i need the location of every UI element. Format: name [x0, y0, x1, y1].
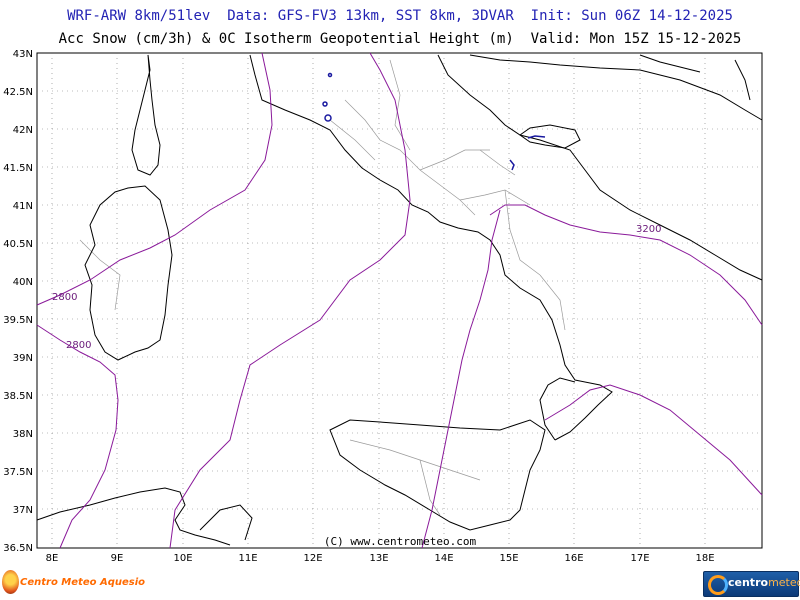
lat-label: 41.5N: [3, 163, 33, 174]
copyright: (C) www.centrometeo.com: [324, 535, 477, 548]
lat-label: 38.5N: [3, 391, 33, 402]
lat-label: 40N: [13, 277, 33, 288]
lon-label: 17E: [630, 553, 649, 564]
lon-label: 8E: [46, 553, 59, 564]
lat-label: 40.5N: [3, 239, 33, 250]
lon-labels: 8E 9E 10E 11E 12E 13E 14E 15E 16E 17E 18…: [46, 553, 715, 564]
lon-label: 13E: [369, 553, 388, 564]
lat-label: 36.5N: [3, 543, 33, 554]
lat-label: 42.5N: [3, 87, 33, 98]
lat-label: 39N: [13, 353, 33, 364]
logo-left-text: Centro Meteo Aquesio: [20, 577, 145, 588]
lon-label: 12E: [303, 553, 322, 564]
lat-label: 38N: [13, 429, 33, 440]
lat-label: 41N: [13, 201, 33, 212]
header-line-2: Acc Snow (cm/3h) & 0C Isotherm Geopotent…: [58, 31, 742, 47]
logo-centro-meteo-aquesio: Centro Meteo Aquesio: [0, 568, 145, 596]
logo-right-text: centrometeo: [728, 576, 800, 589]
lat-label: 39.5N: [3, 315, 33, 326]
coastlines: [36, 54, 763, 546]
lon-label: 11E: [238, 553, 257, 564]
contour-labels: 2800 2800 3200: [52, 224, 661, 351]
contour-label: 2800: [66, 340, 91, 351]
lon-label: 14E: [434, 553, 453, 564]
contour-label: 3200: [636, 224, 661, 235]
isotherm-contours: [36, 52, 763, 549]
map-frame: [36, 52, 763, 549]
logo-disk-icon: [2, 570, 19, 594]
logo-ring-icon: [708, 575, 728, 595]
regional-borders: [79, 59, 566, 516]
lon-label: 18E: [695, 553, 714, 564]
lat-labels: 43N 42.5N 42N 41.5N 41N 40.5N 40N 39.5N …: [3, 49, 33, 554]
snow-areas: [322, 72, 546, 171]
logo-right-part2: meteo: [768, 576, 800, 589]
logo-right-part1: centro: [728, 576, 769, 589]
lon-label: 10E: [173, 553, 192, 564]
grid: [37, 53, 762, 548]
contour-label: 2800: [52, 292, 77, 303]
lat-label: 43N: [13, 49, 33, 60]
logo-centrometeo: centrometeo: [703, 571, 800, 597]
lon-label: 15E: [499, 553, 518, 564]
lat-label: 37N: [13, 505, 33, 516]
lat-label: 42N: [13, 125, 33, 136]
lon-label: 16E: [564, 553, 583, 564]
header-line-1: WRF-ARW 8km/51lev Data: GFS-FV3 13km, SS…: [67, 8, 733, 24]
lon-label: 9E: [111, 553, 124, 564]
lat-label: 37.5N: [3, 467, 33, 478]
